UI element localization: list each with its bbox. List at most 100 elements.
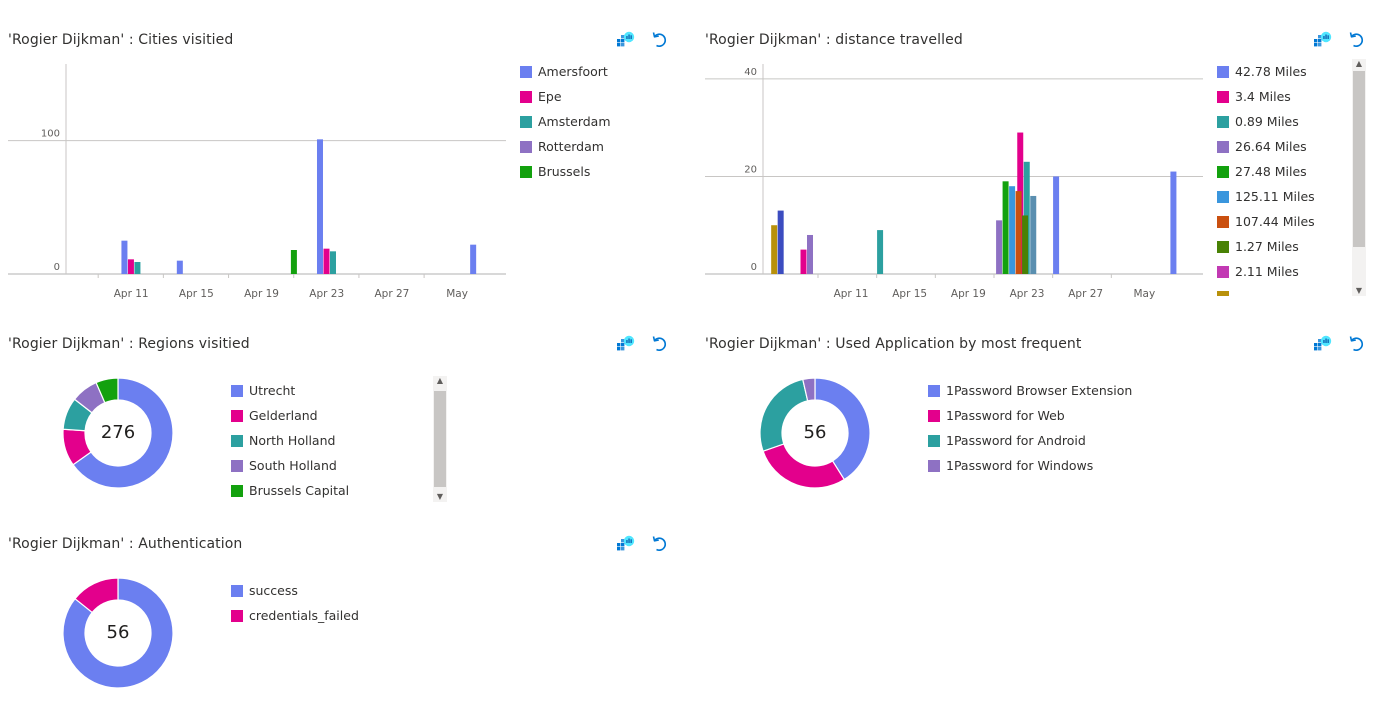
refresh-icon[interactable] [1346,30,1366,50]
legend-label: 1Password for Web [946,408,1065,423]
refresh-icon[interactable] [1346,334,1366,354]
donut-slice[interactable] [62,577,174,689]
donut-slice[interactable] [814,377,871,481]
legend-item[interactable]: Rotterdam [520,134,611,159]
scroll-up-icon[interactable]: ▲ [436,376,444,385]
bar[interactable] [323,248,330,274]
legend-item[interactable]: 125.11 Miles [1217,184,1347,209]
bar[interactable] [121,240,128,274]
donut-slice[interactable] [762,443,846,489]
donut-slice[interactable] [802,377,816,402]
legend-swatch [1217,290,1229,296]
legend-label: 1Password for Windows [946,458,1094,473]
legend-item[interactable]: 1Password for Web [928,403,1132,428]
regions-actions [615,334,675,356]
legend-item[interactable]: 42.78 Miles [1217,59,1347,84]
legend-item[interactable]: South Holland [231,453,349,478]
legend-item[interactable]: 26.64 Miles [1217,134,1347,159]
cities-panel: 'Rogier Dijkman' : Cities visitied 0 100 A… [8,30,670,312]
bar[interactable] [290,250,297,274]
donut-slice[interactable] [72,377,174,489]
bar[interactable] [800,249,807,274]
bar[interactable] [996,220,1003,274]
legend-label: success [249,583,298,598]
x-tick-label: Apr 11 [834,288,869,300]
bar[interactable] [1022,215,1029,274]
donut-slice[interactable] [74,577,119,614]
bar[interactable] [470,244,477,274]
legend-item[interactable]: Utrecht [231,378,349,403]
scroll-down-icon[interactable]: ▼ [1355,286,1363,295]
pin-to-dashboard-icon[interactable] [615,334,635,354]
bar[interactable] [1009,186,1016,274]
pin-to-dashboard-icon[interactable] [1312,334,1332,354]
regions-total: 276 [100,422,136,443]
legend-item[interactable]: 107.44 Miles [1217,209,1347,234]
legend-swatch [231,409,243,422]
legend-item[interactable]: 1Password Browser Extension [928,378,1132,403]
refresh-icon[interactable] [649,334,669,354]
legend-label: 0.89 Miles [1235,114,1299,129]
legend-swatch [520,140,532,153]
legend-item[interactable]: 2.11 Miles [1217,259,1347,284]
scroll-up-icon[interactable]: ▲ [1355,59,1363,68]
legend-swatch [1217,190,1229,203]
bar[interactable] [1030,195,1037,274]
scroll-thumb[interactable] [1353,71,1365,247]
refresh-icon[interactable] [649,30,669,50]
legend-item[interactable]: 3.4 Miles [1217,84,1347,109]
x-tick-label: Apr 27 [1068,288,1103,300]
pin-to-dashboard-icon[interactable] [1312,30,1332,50]
distance-legend-scrollbar[interactable]: ▲ ▼ [1352,59,1366,296]
legend-item[interactable]: 0.89 Miles [1217,109,1347,134]
legend-label: North Holland [249,433,336,448]
legend-item[interactable]: success [231,578,359,603]
bar[interactable] [1053,176,1060,274]
x-tick-label: Apr 19 [951,288,986,300]
bar[interactable] [1002,181,1009,274]
legend-item[interactable]: Brussels [520,159,611,184]
bar[interactable] [134,262,141,274]
legend-swatch [520,115,532,128]
legend-label: 1.27 Miles [1235,239,1299,254]
pin-to-dashboard-icon[interactable] [615,534,635,554]
legend-item[interactable]: 1Password for Windows [928,453,1132,478]
bar[interactable] [777,210,784,274]
legend-item[interactable]: credentials_failed [231,603,359,628]
x-tick-label: May [1133,288,1155,300]
legend-label: 1Password Browser Extension [946,383,1133,398]
legend-item[interactable]: Amsterdam [520,109,611,134]
legend-swatch [1217,215,1229,228]
legend-swatch [928,384,940,397]
bar[interactable] [176,260,183,274]
bar[interactable] [807,234,813,274]
legend-item[interactable]: 1Password for Android [928,428,1132,453]
bar[interactable] [1170,171,1177,274]
refresh-icon[interactable] [649,534,669,554]
bar[interactable] [329,251,336,274]
pin-to-dashboard-icon[interactable] [615,30,635,50]
bar[interactable] [877,230,884,274]
donut-slice[interactable] [95,377,119,404]
legend-swatch [520,165,532,178]
legend-item[interactable]: 1.27 Miles [1217,234,1347,259]
bar[interactable] [771,225,778,274]
scroll-down-icon[interactable]: ▼ [436,492,444,501]
legend-item[interactable]: Gelderland [231,403,349,428]
legend-item[interactable]: Brussels Capital [231,478,349,503]
bar[interactable] [127,259,134,274]
regions-legend-scrollbar[interactable]: ▲ ▼ [433,376,447,502]
x-tick-label: May [446,288,468,300]
auth-legend: success credentials_failed [231,578,359,628]
bar[interactable] [1015,191,1022,274]
legend-label: Amersfoort [538,64,608,79]
legend-item[interactable]: North Holland [231,428,349,453]
scroll-thumb[interactable] [434,391,446,487]
legend-swatch [520,65,532,78]
legend-item[interactable]: 27.48 Miles [1217,159,1347,184]
bar[interactable] [316,139,323,274]
legend-item[interactable]: Epe [520,84,611,109]
legend-item[interactable]: Amersfoort [520,59,611,84]
legend-item[interactable] [1217,284,1347,296]
auth-donut [62,577,174,689]
